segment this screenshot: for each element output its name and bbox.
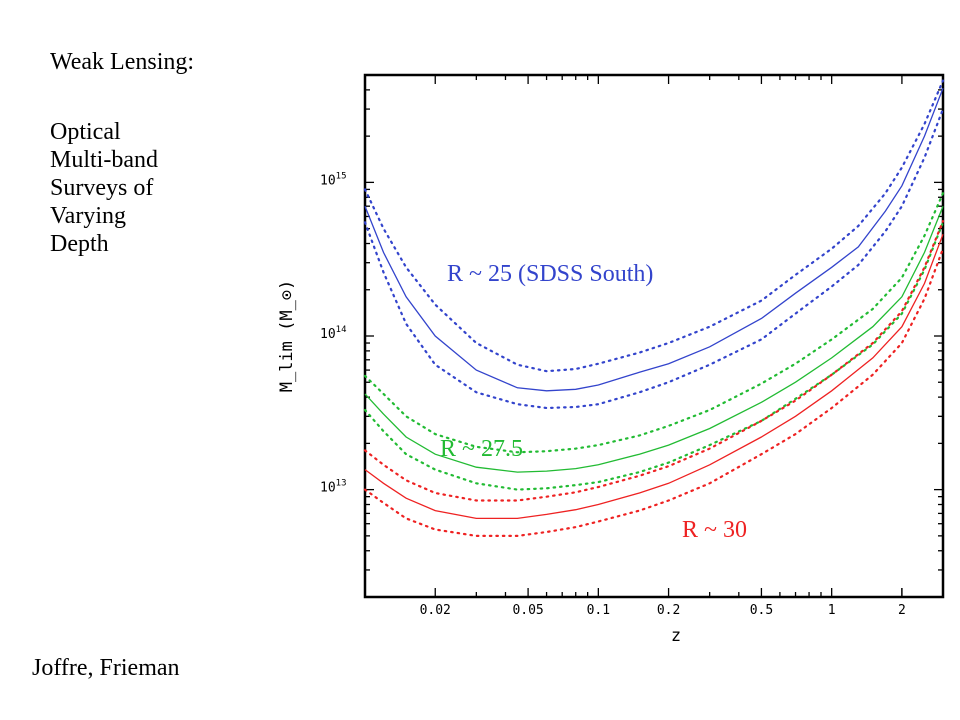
series-bound-line-1: [363, 79, 945, 373]
slide-title: Weak Lensing:: [50, 49, 195, 75]
x-tick-label: 1: [828, 603, 836, 618]
series-bound-line-4: [363, 192, 945, 454]
description-line: Varying: [50, 203, 126, 229]
series-line-3: [364, 205, 944, 473]
y-tick-label: 1015: [320, 171, 347, 188]
x-tick-label: 0.2: [657, 603, 680, 618]
credit-text: Joffre, Frieman: [32, 655, 180, 681]
y-tick-label: 1014: [320, 325, 347, 342]
series-bound-line-2: [363, 108, 945, 410]
series-bound-line-8: [363, 247, 945, 537]
curve-label: R ~ 30: [682, 517, 747, 543]
description-line: Surveys of: [50, 175, 154, 201]
plot-frame: [363, 73, 945, 599]
description-line: Multi-band: [50, 147, 158, 173]
description-line: Depth: [50, 231, 109, 257]
y-tick-label: 1013: [320, 479, 347, 496]
series-bound-line-5: [363, 221, 945, 491]
x-tick-label: 0.1: [587, 603, 610, 618]
description-line: Optical: [50, 119, 121, 145]
x-tick-label: 0.5: [750, 603, 773, 618]
curve-label: R ~ 27.5: [440, 436, 523, 462]
x-axis-title: z: [671, 626, 681, 646]
x-tick-label: 2: [898, 603, 906, 618]
x-tick-label: 0.02: [420, 603, 451, 618]
y-axis-title: M_lim (M_⊙): [277, 280, 297, 393]
series-bound-line-7: [363, 220, 945, 502]
curve-label: R ~ 25 (SDSS South): [447, 261, 653, 287]
x-tick-label: 0.05: [512, 603, 543, 618]
series-line-6: [364, 233, 944, 520]
series-line-0: [364, 87, 944, 392]
slide-description: Optical Multi-band Surveys of Varying De…: [50, 118, 240, 258]
